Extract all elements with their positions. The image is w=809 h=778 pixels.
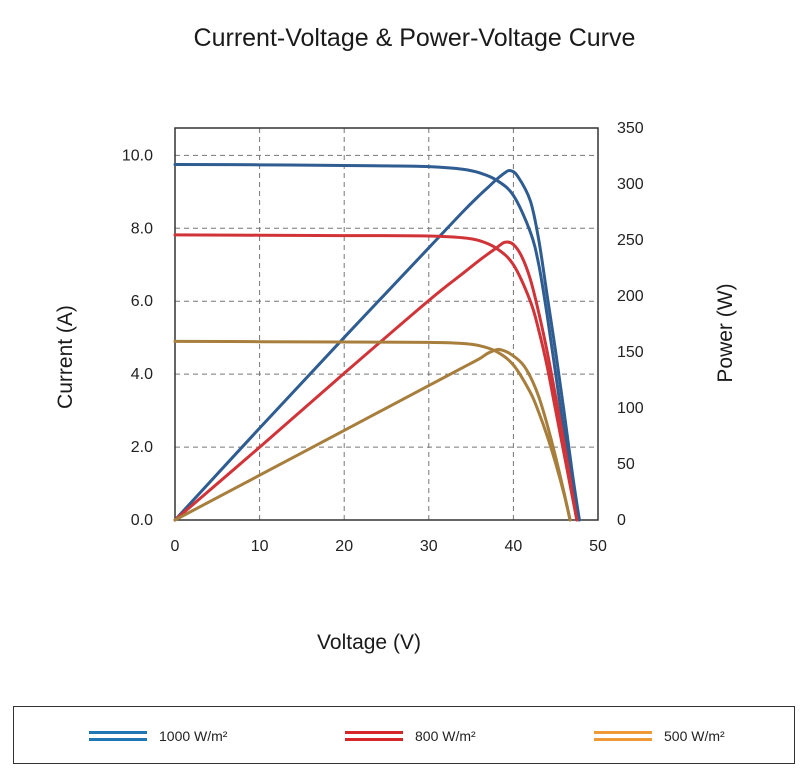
legend-swatch-800: [345, 731, 403, 741]
iv-curve-800: [173, 233, 579, 522]
legend-label-800: 800 W/m²: [415, 728, 476, 744]
iv-curve-500: [173, 339, 572, 522]
y-tick-label: 2.0: [131, 439, 153, 456]
legend-label-1000: 1000 W/m²: [159, 728, 228, 744]
x-axis-label: Voltage (V): [317, 631, 421, 654]
chart-canvas: 0 10 20 30 40 50 0.0 2.0 4.0 6.0 8.0 10.0 0 50 100 150 2…: [54, 120, 737, 654]
x-tick-label: 10: [251, 538, 269, 555]
chart-title: Current-Voltage & Power-Voltage Curve: [193, 24, 636, 52]
y2-tick-label: 100: [617, 400, 644, 417]
y-tick-label: 0.0: [131, 512, 153, 529]
plot-area-border: [174, 127, 599, 521]
pv-curve-500: [173, 347, 572, 522]
grid: [175, 128, 598, 520]
y2-tick-label: 300: [617, 176, 644, 193]
legend-swatch-500: [594, 731, 652, 741]
x-tick-label: 50: [589, 538, 607, 555]
x-tick-label: 40: [505, 538, 523, 555]
y2-tick-label: 350: [617, 120, 644, 137]
pv-curve-1000: [173, 168, 581, 522]
pv-curve-800: [173, 240, 579, 522]
y2-tick-label: 0: [617, 512, 626, 529]
y-tick-label: 4.0: [131, 366, 153, 383]
y2-tick-label: 150: [617, 344, 644, 361]
y-tick-label: 10.0: [122, 147, 153, 164]
y-axis-label: Current (A): [54, 305, 77, 409]
y2-tick-label: 50: [617, 456, 635, 473]
legend-label-500: 500 W/m²: [664, 728, 725, 744]
y2-axis-label: Power (W): [714, 283, 737, 382]
legend: 1000 W/m² 800 W/m² 500 W/m²: [13, 706, 795, 764]
y-tick-label: 6.0: [131, 293, 153, 310]
legend-item-500: 500 W/m²: [594, 707, 725, 765]
x-tick-label: 0: [171, 538, 180, 555]
series-group: [173, 162, 581, 522]
y-tick-label: 8.0: [131, 220, 153, 237]
tick-labels: 0 10 20 30 40 50 0.0 2.0 4.0 6.0 8.0 10.0 0 50 100 150 2…: [122, 120, 644, 555]
y2-tick-label: 250: [617, 232, 644, 249]
legend-item-800: 800 W/m²: [345, 707, 476, 765]
iv-curve-1000: [173, 162, 581, 522]
y2-tick-label: 200: [617, 288, 644, 305]
legend-swatch-1000: [89, 731, 147, 741]
x-tick-label: 20: [335, 538, 353, 555]
x-tick-label: 30: [420, 538, 438, 555]
legend-item-1000: 1000 W/m²: [89, 707, 227, 765]
